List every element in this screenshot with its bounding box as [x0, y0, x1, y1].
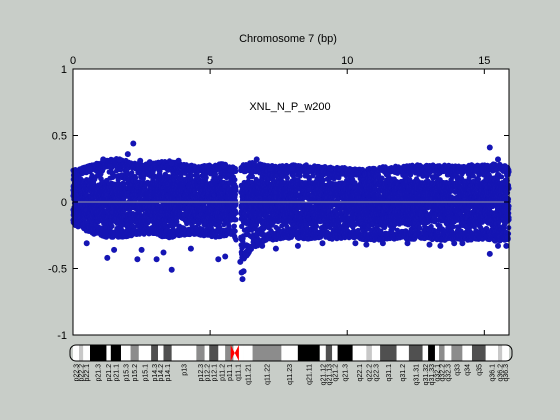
data-point: [233, 168, 239, 174]
data-point: [284, 175, 290, 181]
data-point: [313, 223, 320, 229]
data-point: [233, 187, 239, 193]
data-points: [70, 140, 512, 283]
data-point: [231, 223, 237, 229]
chart-title: Chromosome 7 (bp): [239, 33, 337, 45]
data-point: [232, 177, 238, 183]
data-point: [233, 217, 239, 223]
data-point: [232, 228, 238, 234]
data-point: [109, 223, 115, 229]
data-point: [115, 177, 121, 183]
data-point: [233, 237, 239, 243]
data-point: [203, 175, 209, 181]
data-point: [233, 210, 239, 216]
